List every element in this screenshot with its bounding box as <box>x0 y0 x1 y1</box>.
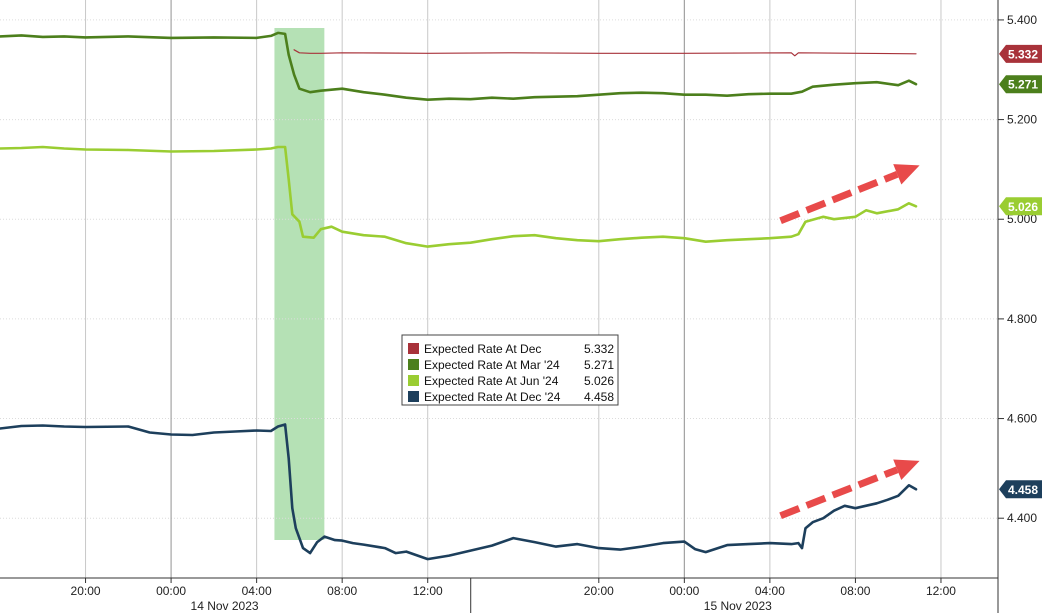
badge-shape <box>999 480 1042 499</box>
series-line-2 <box>0 145 918 248</box>
x-tick-label: 08:00 <box>327 584 357 598</box>
y-tick-label: 5.400 <box>1007 13 1037 27</box>
last-value-badges: 5.332 5.271 5.026 4.458 <box>999 44 1042 499</box>
x-tick-label: 12:00 <box>926 584 956 598</box>
badge-value: 5.026 <box>1008 200 1038 214</box>
trend-arrows <box>779 164 920 519</box>
x-tick-label: 04:00 <box>755 584 785 598</box>
legend-swatch <box>408 391 419 402</box>
last-value-badge-0: 5.332 <box>999 44 1042 63</box>
badge-shape <box>999 44 1042 63</box>
last-value-badge-2: 5.026 <box>999 197 1042 216</box>
legend-label: Expected Rate At Mar '24 <box>424 358 560 372</box>
last-value-badge-1: 5.271 <box>999 75 1042 94</box>
last-value-badge-3: 4.458 <box>999 480 1042 499</box>
x-tick-label: 20:00 <box>584 584 614 598</box>
badge-shape <box>999 197 1042 216</box>
y-tick-label: 5.000 <box>1007 212 1037 226</box>
y-tick-label: 4.600 <box>1007 412 1037 426</box>
legend-value: 4.458 <box>584 390 614 404</box>
x-tick-label: 00:00 <box>669 584 699 598</box>
trend-arrow-head-1 <box>893 459 920 480</box>
grid-layer <box>0 0 998 578</box>
badge-value: 4.458 <box>1008 483 1038 497</box>
series-layer <box>0 31 918 561</box>
event-highlight-band <box>274 28 325 540</box>
x-date-label: 14 Nov 2023 <box>191 599 259 613</box>
legend-box <box>401 334 619 406</box>
legend: Expected Rate At Dec 5.332 Expected Rate A… <box>401 334 619 406</box>
y-tick-label: 4.800 <box>1007 312 1037 326</box>
legend-swatch <box>408 375 419 386</box>
badge-value: 5.332 <box>1008 47 1038 61</box>
legend-value: 5.332 <box>584 342 614 356</box>
badge-value: 5.271 <box>1008 78 1038 92</box>
legend-swatch <box>408 343 419 354</box>
y-tick-label: 5.200 <box>1007 113 1037 127</box>
series-line-3 <box>0 423 918 561</box>
legend-value: 5.271 <box>584 358 614 372</box>
trend-arrow-head-0 <box>893 164 920 185</box>
y-tick-label: 4.400 <box>1007 511 1037 525</box>
legend-label: Expected Rate At Dec '24 <box>424 390 561 404</box>
legend-label: Expected Rate At Dec <box>424 342 541 356</box>
x-date-label: 15 Nov 2023 <box>704 599 772 613</box>
legend-value: 5.026 <box>584 374 614 388</box>
trend-arrow-1 <box>779 466 899 519</box>
series-line-1 <box>0 31 918 101</box>
badge-shape <box>999 75 1042 94</box>
x-tick-label: 20:00 <box>71 584 101 598</box>
trend-arrow-0 <box>779 171 899 224</box>
x-tick-label: 00:00 <box>156 584 186 598</box>
legend-swatch <box>408 359 419 370</box>
series-line-0 <box>293 49 917 57</box>
x-tick-label: 04:00 <box>242 584 272 598</box>
x-tick-label: 12:00 <box>413 584 443 598</box>
x-tick-label: 08:00 <box>840 584 870 598</box>
highlight-band-layer <box>274 28 325 540</box>
legend-label: Expected Rate At Jun '24 <box>424 374 559 388</box>
